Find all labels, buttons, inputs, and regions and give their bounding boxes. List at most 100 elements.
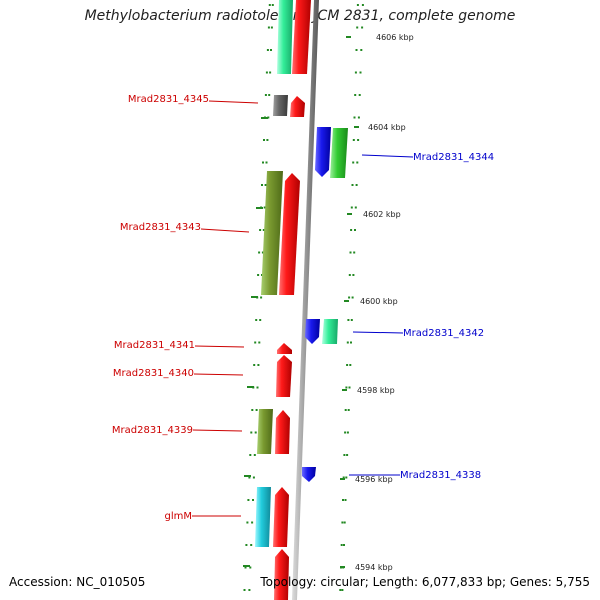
ruler-dot xyxy=(253,364,256,366)
ruler-dot xyxy=(355,49,358,51)
ruler-dot xyxy=(356,26,359,29)
left-gene-label-texts: Mrad2831_4345 Mrad2831_4343 Mrad2831_434… xyxy=(112,94,209,522)
gene-glyphs xyxy=(255,0,348,600)
genome-axis xyxy=(292,0,319,600)
ruler-dot xyxy=(347,409,350,411)
gene-label-mrad2831-4339[interactable]: Mrad2831_4339 xyxy=(112,425,193,436)
accession-text: Accession: NC_010505 xyxy=(9,575,146,589)
gene-mint-4342 xyxy=(322,319,338,344)
ruler-dot xyxy=(245,544,248,546)
leader-line xyxy=(200,228,250,233)
ruler-dot xyxy=(359,71,362,74)
ruler-dot xyxy=(351,184,354,186)
kbp-labels: 4606 kbp 4604 kbp 4602 kbp 4600 kbp 4598… xyxy=(355,33,414,572)
gene-red-4340 xyxy=(276,355,292,397)
gene-label-mrad2831-4342[interactable]: Mrad2831_4342 xyxy=(403,328,484,339)
ruler-dot xyxy=(261,251,264,254)
gene-blue-4344 xyxy=(315,127,331,177)
gene-label-mrad2831-4343[interactable]: Mrad2831_4343 xyxy=(120,222,201,233)
ruler-dot xyxy=(266,49,269,51)
ruler-dot xyxy=(347,319,350,321)
gene-label-mrad2831-4341[interactable]: Mrad2831_4341 xyxy=(114,340,195,351)
ruler-dot xyxy=(264,94,267,96)
ruler-dot xyxy=(354,206,357,209)
ruler-dot xyxy=(269,71,272,74)
gene-gray-4345 xyxy=(273,95,288,116)
ruler-dot xyxy=(248,476,251,479)
gene-olive-4343 xyxy=(261,171,283,295)
ruler-dot xyxy=(261,184,263,186)
ruler-dot xyxy=(259,229,262,231)
ruler-dot xyxy=(349,364,352,366)
ruler-dot xyxy=(243,589,246,591)
gene-red-bottom xyxy=(274,549,289,600)
ruler-dot xyxy=(268,4,271,6)
gene-lime-4344 xyxy=(330,128,348,178)
ruler-dot xyxy=(360,49,363,51)
ruler-dot xyxy=(263,206,266,209)
ruler-dot xyxy=(257,364,260,366)
gene-blue-4338 xyxy=(302,467,316,482)
leader-line xyxy=(361,154,414,158)
right-gene-label-texts: Mrad2831_4344 Mrad2831_4342 Mrad2831_433… xyxy=(400,152,494,481)
gene-label-glmm[interactable]: glmM xyxy=(165,511,193,522)
ruler-dot xyxy=(270,26,273,29)
ruler-dot xyxy=(344,431,347,434)
ruler-dot xyxy=(262,229,265,231)
ruler-dot xyxy=(346,454,349,456)
ruler-dot xyxy=(250,431,253,434)
ruler-dot xyxy=(353,116,356,119)
ruler-dot xyxy=(344,409,347,411)
gene-label-mrad2831-4338[interactable]: Mrad2831_4338 xyxy=(400,470,481,481)
ruler-dot xyxy=(270,49,272,51)
leader-line xyxy=(208,100,259,104)
ruler-dot xyxy=(352,139,355,141)
gene-red-glmm xyxy=(273,487,289,547)
ruler-dot xyxy=(341,521,344,524)
ruler-dot xyxy=(357,139,360,141)
ruler-dot xyxy=(252,499,254,501)
ruler-dot xyxy=(344,499,347,501)
ruler-dot xyxy=(355,184,358,186)
ruler-dot xyxy=(258,341,261,344)
ruler-dot xyxy=(354,229,356,231)
gene-red-top xyxy=(292,0,311,74)
ruler-dot xyxy=(262,161,264,164)
gene-label-mrad2831-4345[interactable]: Mrad2831_4345 xyxy=(128,94,209,105)
ruler-dot xyxy=(352,161,355,164)
kbp-label: 4594 kbp xyxy=(355,563,393,572)
ruler-dot xyxy=(342,476,345,479)
ruler-dot xyxy=(354,94,357,96)
ruler-dot xyxy=(350,206,353,209)
gene-red-4341 xyxy=(277,343,292,354)
kbp-label: 4596 kbp xyxy=(355,475,393,484)
ruler-dot xyxy=(255,409,258,411)
ruler-dot xyxy=(351,296,354,299)
ruler-dot xyxy=(267,26,270,29)
ruler-dot xyxy=(252,476,255,479)
ruler-dot xyxy=(357,116,360,119)
ruler-dot xyxy=(254,431,257,434)
ruler-dot xyxy=(348,386,351,389)
ruler-dot xyxy=(346,341,349,344)
ruler-dot xyxy=(265,71,268,74)
ruler-dot xyxy=(346,364,349,366)
gene-blue-4342 xyxy=(305,319,320,344)
gene-label-mrad2831-4344[interactable]: Mrad2831_4344 xyxy=(413,152,494,163)
gene-label-mrad2831-4340[interactable]: Mrad2831_4340 xyxy=(113,368,194,379)
ruler-dot xyxy=(249,566,252,569)
leader-line xyxy=(192,429,243,432)
ruler-dot xyxy=(268,94,271,96)
ruler-dot xyxy=(256,386,259,389)
gene-olive-4339 xyxy=(257,409,273,454)
gene-red-4339 xyxy=(275,410,290,454)
ruler-dot xyxy=(251,409,254,411)
ruler-dot xyxy=(271,4,274,6)
ruler-dot xyxy=(341,589,344,591)
ruler-dot xyxy=(255,319,258,321)
ruler-dot xyxy=(343,521,346,524)
ruler-dot xyxy=(257,274,260,276)
gene-mint-top xyxy=(277,0,293,74)
leader-line xyxy=(193,373,244,376)
